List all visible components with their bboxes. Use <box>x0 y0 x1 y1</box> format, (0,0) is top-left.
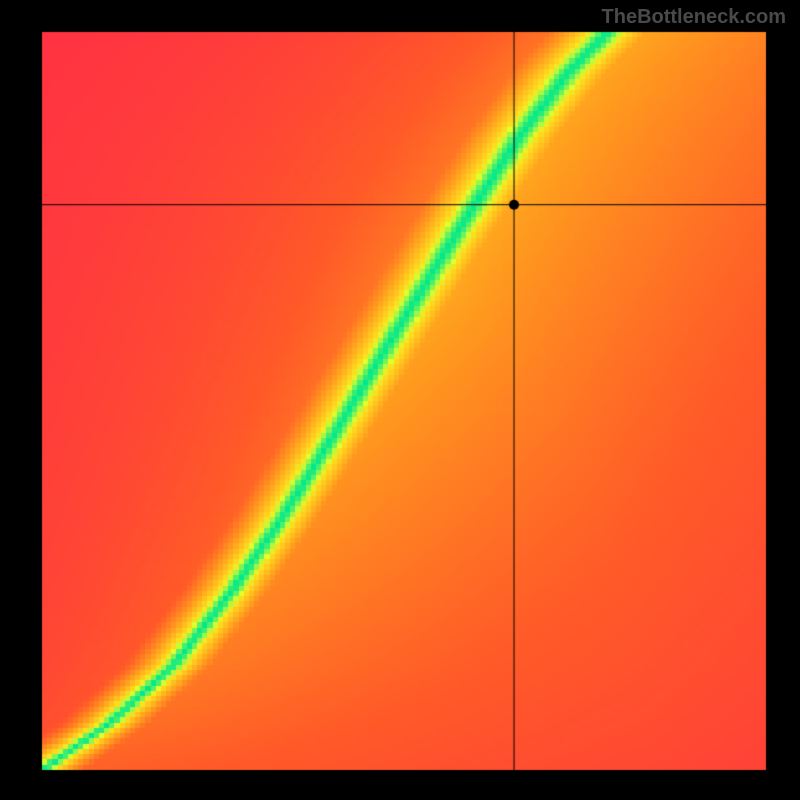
watermark-text: TheBottleneck.com <box>602 6 786 29</box>
bottleneck-heatmap-canvas <box>0 0 800 800</box>
chart-container: TheBottleneck.com <box>0 0 800 800</box>
